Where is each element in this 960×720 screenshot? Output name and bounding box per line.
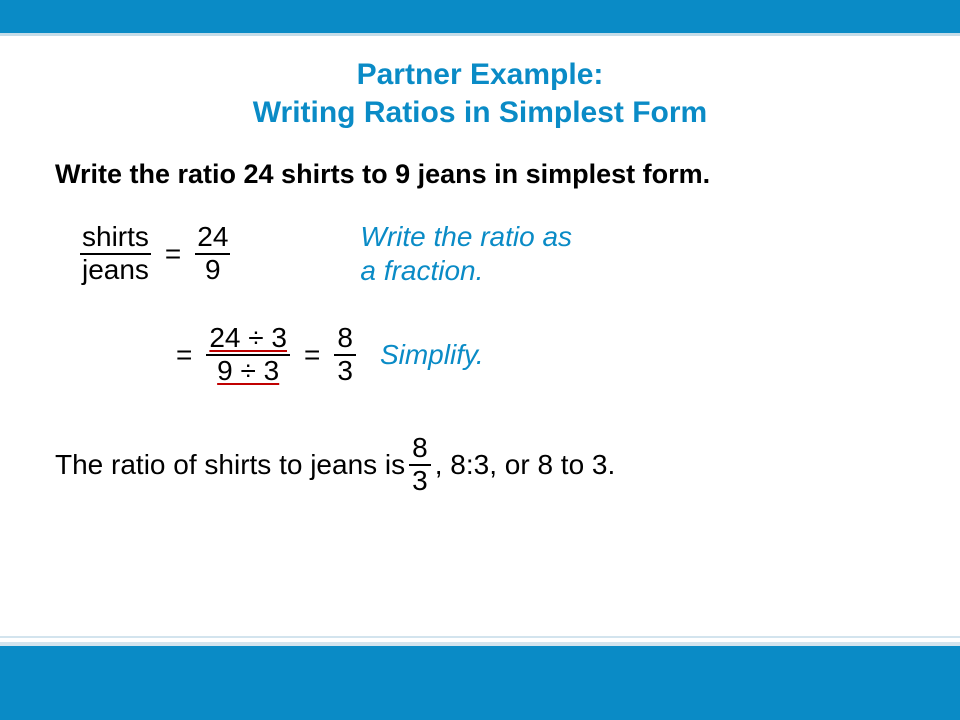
division-fraction: 24 ÷ 3 9 ÷ 3	[206, 323, 290, 387]
conclusion-den: 3	[412, 466, 428, 497]
slide-title: Partner Example: Writing Ratios in Simpl…	[55, 56, 905, 131]
step2-row: = 24 ÷ 3 9 ÷ 3 = 8 3 Simplify.	[80, 323, 905, 387]
bottom-bar	[0, 642, 960, 720]
equals-3: =	[304, 339, 320, 371]
step2-annotation: Simplify.	[380, 339, 484, 371]
step1-annotation: Write the ratio as a fraction.	[360, 220, 572, 287]
div-denominator: 9 ÷ 3	[217, 356, 279, 387]
ratio-value-fraction: 24 9	[195, 222, 230, 286]
div-numerator: 24 ÷ 3	[206, 323, 290, 356]
conclusion-num: 8	[409, 433, 431, 466]
title-line1: Partner Example:	[357, 58, 604, 91]
value-numerator: 24	[195, 222, 230, 255]
top-bar	[0, 0, 960, 36]
conclusion: The ratio of shirts to jeans is 8 3 , 8:…	[55, 433, 905, 497]
result-numerator: 8	[334, 323, 356, 356]
problem-prompt: Write the ratio 24 shirts to 9 jeans in …	[55, 157, 905, 192]
conclusion-fraction: 8 3	[409, 433, 431, 497]
conclusion-pre: The ratio of shirts to jeans is	[55, 449, 405, 481]
result-fraction: 8 3	[334, 323, 356, 387]
conclusion-post: , 8:3, or 8 to 3.	[435, 449, 616, 481]
slide-content: Partner Example: Writing Ratios in Simpl…	[0, 36, 960, 496]
annot1-line2: a fraction.	[360, 255, 483, 286]
work-area: shirts jeans = 24 9 Write the ratio as a…	[55, 220, 905, 496]
label-denominator: jeans	[82, 255, 149, 286]
title-line2: Writing Ratios in Simplest Form	[253, 96, 707, 129]
equals-2: =	[176, 339, 192, 371]
value-denominator: 9	[205, 255, 221, 286]
result-denominator: 3	[337, 356, 353, 387]
annot1-line1: Write the ratio as	[360, 221, 572, 252]
equals-1: =	[165, 238, 181, 270]
step1-row: shirts jeans = 24 9 Write the ratio as a…	[80, 220, 905, 287]
label-numerator: shirts	[80, 222, 151, 255]
ratio-label-fraction: shirts jeans	[80, 222, 151, 286]
